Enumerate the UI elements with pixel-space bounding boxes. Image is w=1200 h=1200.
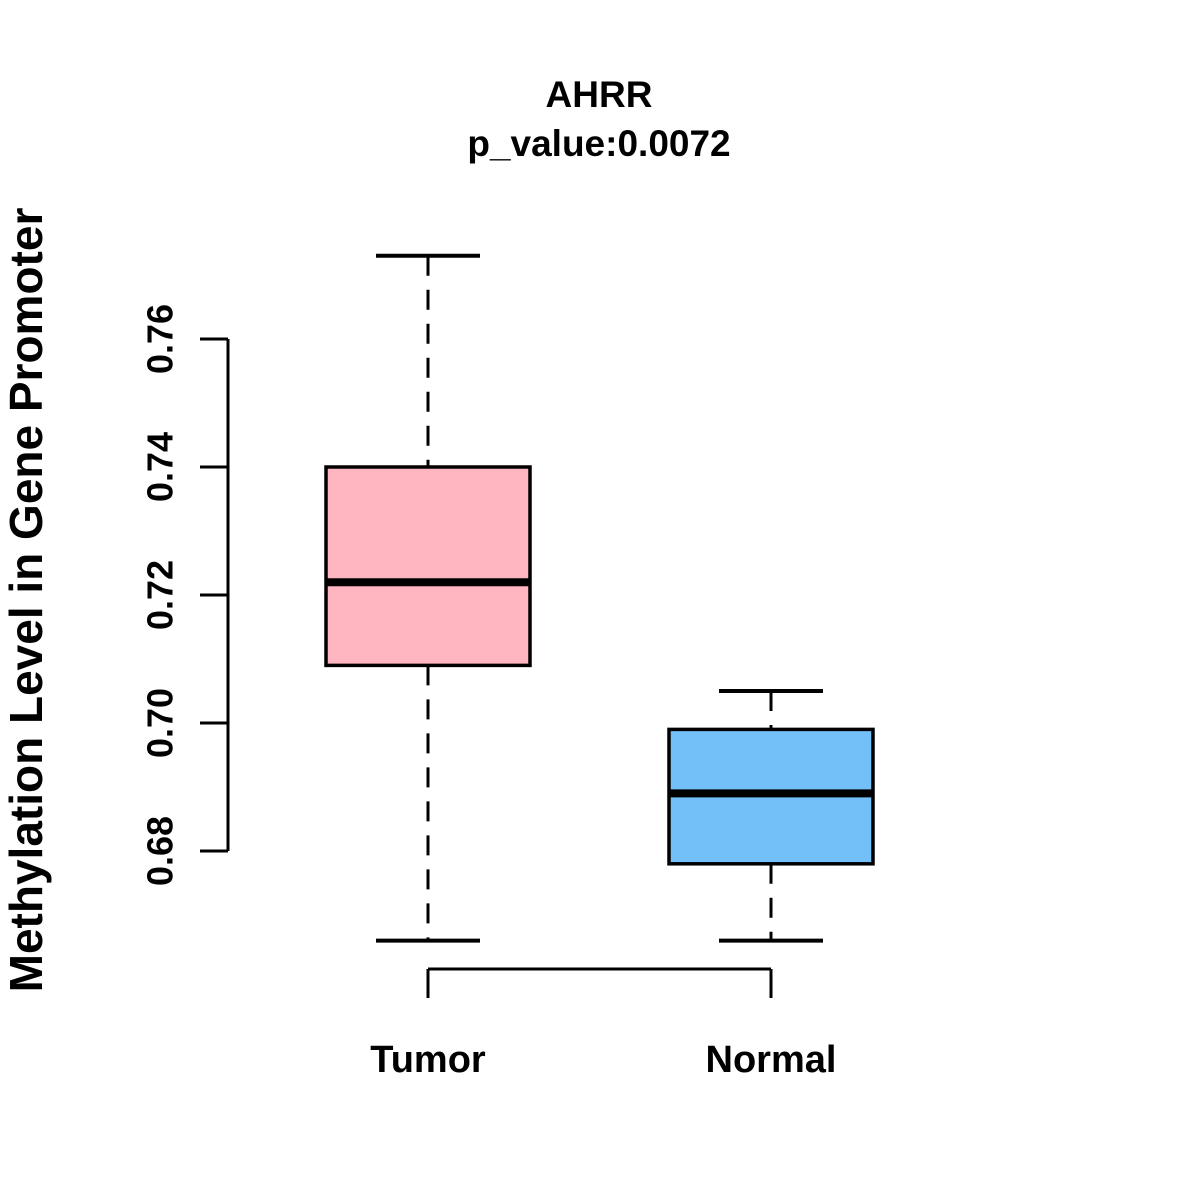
- y-tick-label: 0.68: [140, 816, 181, 886]
- boxplots: [324, 253, 875, 943]
- y-tick-label: 0.70: [140, 688, 181, 758]
- y-axis: 0.68 0.70 0.72 0.74 0.76: [140, 304, 230, 886]
- y-tick-label: 0.72: [140, 560, 181, 630]
- boxplot-normal: [667, 689, 875, 943]
- boxplot-tumor: [324, 253, 532, 943]
- x-category-label-normal: Normal: [706, 1039, 837, 1081]
- iqr-box: [324, 465, 532, 668]
- y-axis-label: Methylation Level in Gene Promoter: [0, 208, 52, 993]
- y-tick-label: 0.74: [140, 432, 181, 502]
- chart-subtitle: p_value:0.0072: [467, 123, 730, 164]
- chart-title: AHRR: [546, 74, 653, 115]
- x-category-label-tumor: Tumor: [370, 1039, 486, 1081]
- x-axis: [426, 967, 773, 998]
- y-tick-label: 0.76: [140, 304, 181, 374]
